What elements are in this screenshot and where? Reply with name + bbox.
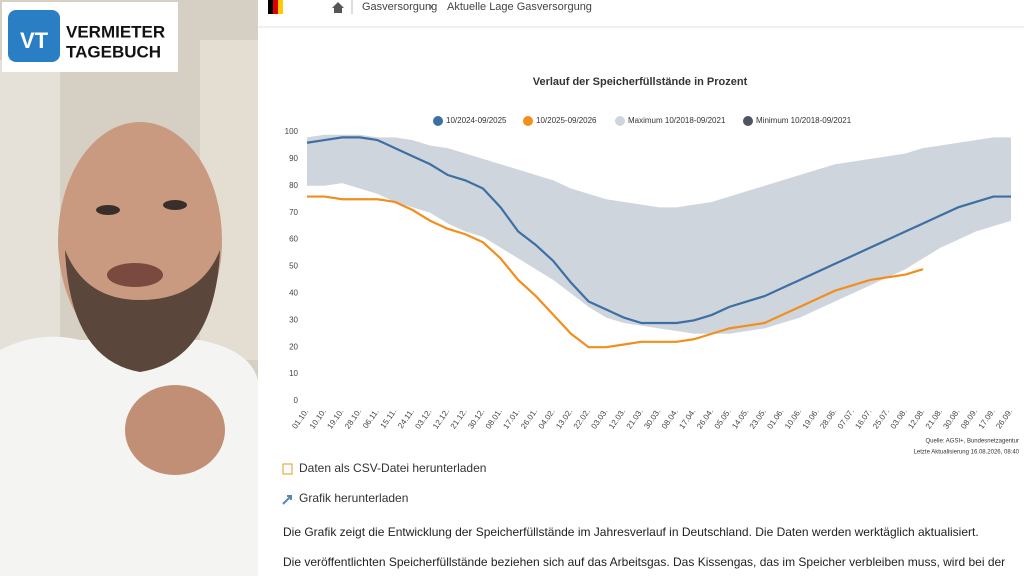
y-tick-label: 0: [294, 396, 299, 405]
y-tick-label: 10: [289, 369, 298, 378]
breadcrumb-link[interactable]: Aktuelle Lage Gasversorgung: [447, 1, 592, 13]
y-tick-label: 70: [289, 208, 298, 217]
eye: [96, 205, 120, 215]
chart-title: Verlauf der Speicherfüllstände in Prozen…: [533, 76, 748, 88]
logo-text: TAGEBUCH: [66, 42, 161, 61]
eye: [163, 200, 187, 210]
legend-label: Minimum 10/2018-09/2021: [756, 116, 852, 125]
y-tick-label: 40: [289, 289, 298, 298]
paragraph: Die Grafik zeigt die Entwicklung der Spe…: [283, 525, 979, 539]
line: [306, 136, 1011, 325]
paragraph: Die veröffentlichten Speicherfüllstände …: [283, 555, 1005, 569]
flag: [273, 0, 278, 14]
cabinet: [0, 60, 60, 360]
fist: [125, 385, 225, 475]
legend-marker: [615, 116, 625, 126]
chart-source: Quelle: AGSI+, Bundesnetzagentur: [925, 439, 1019, 445]
legend-label: 10/2024-09/2025: [446, 116, 507, 125]
download-link[interactable]: Grafik herunterladen: [299, 491, 408, 505]
download-link[interactable]: Daten als CSV-Datei herunterladen: [299, 461, 486, 475]
y-tick-label: 100: [285, 127, 299, 136]
y-tick-label: 30: [289, 315, 298, 324]
home-icon[interactable]: [332, 2, 344, 13]
range-min-area: [307, 183, 1011, 401]
y-tick-label: 90: [289, 154, 298, 163]
legend-marker: [433, 116, 443, 126]
legend-label: Maximum 10/2018-09/2021: [628, 116, 726, 125]
chart-updated: Letzte Aktualisierung 16.08.2026, 08:40: [914, 450, 1020, 456]
logo-initials: VT: [20, 28, 49, 53]
flag: [268, 0, 273, 14]
beard: [65, 250, 220, 372]
legend-marker: [523, 116, 533, 126]
mouth: [107, 263, 163, 287]
logo-text: VERMIETER: [66, 22, 165, 41]
y-tick-label: 80: [289, 181, 298, 190]
legend-marker: [743, 116, 753, 126]
legend-label: 10/2025-09/2026: [536, 116, 597, 125]
logo-icon: [8, 10, 60, 62]
line: [307, 195, 924, 349]
y-tick-label: 60: [289, 235, 298, 244]
download-icon: [282, 495, 292, 505]
flag: [278, 0, 283, 14]
breadcrumb-link[interactable]: Gasversorgung: [362, 1, 437, 13]
csv-icon: [282, 463, 293, 475]
shirt: [0, 336, 258, 576]
y-tick-label: 20: [289, 342, 298, 351]
y-tick-label: 50: [289, 262, 298, 271]
breadcrumb-arrow: ›: [429, 1, 433, 13]
